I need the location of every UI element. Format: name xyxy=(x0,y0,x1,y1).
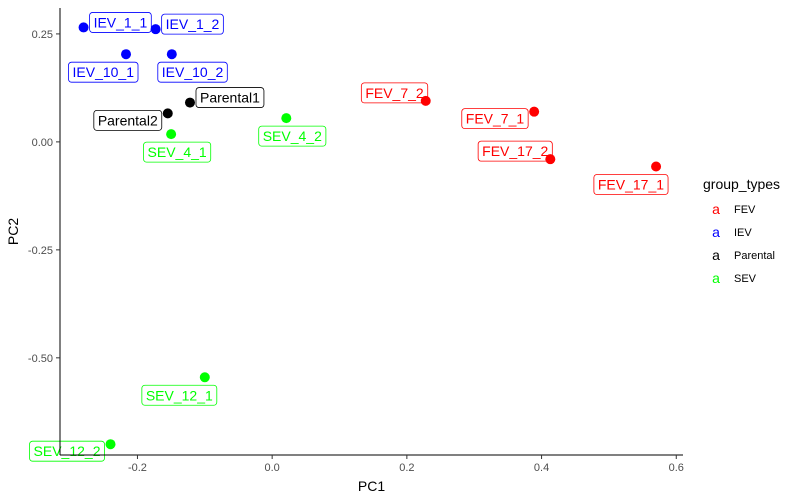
data-point-fev-17-2 xyxy=(545,154,556,165)
y-tick-label: -0.50 xyxy=(28,353,53,365)
point-label-text: FEV_17_2 xyxy=(482,143,548,159)
data-point-fev-17-1 xyxy=(651,161,662,172)
data-point-sev-12-2 xyxy=(105,439,116,450)
legend-label-iev: IEV xyxy=(734,227,752,239)
x-tick-label: 0.0 xyxy=(265,462,280,474)
point-label-text: SEV_12_1 xyxy=(146,387,213,403)
x-tick-label: 0.4 xyxy=(534,462,549,474)
point-label-text: SEV_12_2 xyxy=(34,443,101,459)
data-point-sev-12-1 xyxy=(199,372,210,383)
axes: -0.2 0.0 0.2 0.4 0.6 0.25 0.00 -0.25 -0.50 xyxy=(28,8,684,474)
point-label-parental2: Parental2 xyxy=(93,109,163,131)
data-point-iev-1-1 xyxy=(78,22,89,33)
legend-title: group_types xyxy=(703,176,780,192)
point-label-fev-7-1: FEV_7_1 xyxy=(461,108,529,130)
point-label-text: IEV_10_2 xyxy=(162,64,224,80)
data-point-parental2 xyxy=(162,108,173,119)
point-label-iev-10-1: IEV_10_1 xyxy=(68,61,139,83)
point-label-text: IEV_10_1 xyxy=(73,64,135,80)
legend-key-sev: a xyxy=(712,270,720,286)
point-label-box xyxy=(143,141,212,163)
x-tick-label: 0.2 xyxy=(399,462,414,474)
point-label-box xyxy=(258,125,327,147)
legend-key-fev: a xyxy=(712,201,720,217)
point-label-text: Parental1 xyxy=(200,90,260,106)
point-label-fev-7-2: FEV_7_2 xyxy=(360,82,429,104)
point-label-box xyxy=(29,440,105,462)
legend-key-parental: a xyxy=(712,247,720,263)
point-label-box xyxy=(141,384,218,406)
plot-area: IEV_1_1 IEV_1_2 IEV_10_1 IEV_10_2 Parental1 P… xyxy=(29,12,669,462)
point-label-text: SEV_4_1 xyxy=(148,144,207,160)
point-label-iev-10-2: IEV_10_2 xyxy=(157,61,228,83)
point-label-sev-12-2: SEV_12_2 xyxy=(29,440,105,462)
point-label-box xyxy=(477,140,553,162)
point-label-text: FEV_7_2 xyxy=(365,85,424,101)
point-label-iev-1-1: IEV_1_1 xyxy=(89,12,152,33)
data-point-fev-7-2 xyxy=(420,95,431,106)
points xyxy=(78,22,662,450)
y-tick-label: 0.00 xyxy=(32,137,53,149)
legend-label-fev: FEV xyxy=(734,204,756,216)
y-tick-label: 0.25 xyxy=(32,29,53,41)
point-label-text: IEV_1_1 xyxy=(94,14,148,30)
point-label-text: SEV_4_2 xyxy=(263,128,322,144)
point-label-text: FEV_17_1 xyxy=(598,177,664,193)
data-point-iev-10-2 xyxy=(166,49,177,60)
point-label-sev-4-1: SEV_4_1 xyxy=(143,141,212,163)
point-label-iev-1-2: IEV_1_2 xyxy=(161,13,224,35)
point-label-box xyxy=(161,13,224,35)
point-labels: IEV_1_1 IEV_1_2 IEV_10_1 IEV_10_2 Parental1 P… xyxy=(29,12,669,462)
point-label-box xyxy=(68,61,139,83)
legend: group_types a FEV a IEV a Parental a SEV xyxy=(703,176,780,286)
point-label-fev-17-1: FEV_17_1 xyxy=(593,174,669,195)
data-point-parental1 xyxy=(184,97,195,108)
point-label-box xyxy=(461,108,529,130)
point-label-box xyxy=(593,174,669,195)
data-point-fev-7-1 xyxy=(529,106,540,117)
point-label-text: FEV_7_1 xyxy=(466,111,525,127)
point-label-text: IEV_1_2 xyxy=(166,16,220,32)
legend-label-parental: Parental xyxy=(734,250,775,262)
x-axis-title: PC1 xyxy=(358,478,385,494)
point-label-box xyxy=(93,109,163,131)
data-point-sev-4-2 xyxy=(281,113,292,124)
point-label-box xyxy=(360,82,429,104)
point-label-parental1: Parental1 xyxy=(195,87,265,108)
y-axis-title: PC2 xyxy=(5,218,21,245)
data-point-iev-10-1 xyxy=(121,49,132,60)
point-label-sev-12-1: SEV_12_1 xyxy=(141,384,218,406)
point-label-text: Parental2 xyxy=(98,112,158,128)
legend-key-iev: a xyxy=(712,224,720,240)
data-point-sev-4-1 xyxy=(166,129,177,140)
point-label-fev-17-2: FEV_17_2 xyxy=(477,140,553,162)
x-tick-label: -0.2 xyxy=(128,462,147,474)
point-label-sev-4-2: SEV_4_2 xyxy=(258,125,327,147)
point-label-box xyxy=(195,87,265,108)
point-label-box xyxy=(157,61,228,83)
data-point-iev-1-2 xyxy=(150,24,161,35)
x-tick-label: 0.6 xyxy=(669,462,684,474)
y-tick-label: -0.25 xyxy=(28,245,53,257)
legend-label-sev: SEV xyxy=(734,273,757,285)
point-label-box xyxy=(89,12,152,33)
